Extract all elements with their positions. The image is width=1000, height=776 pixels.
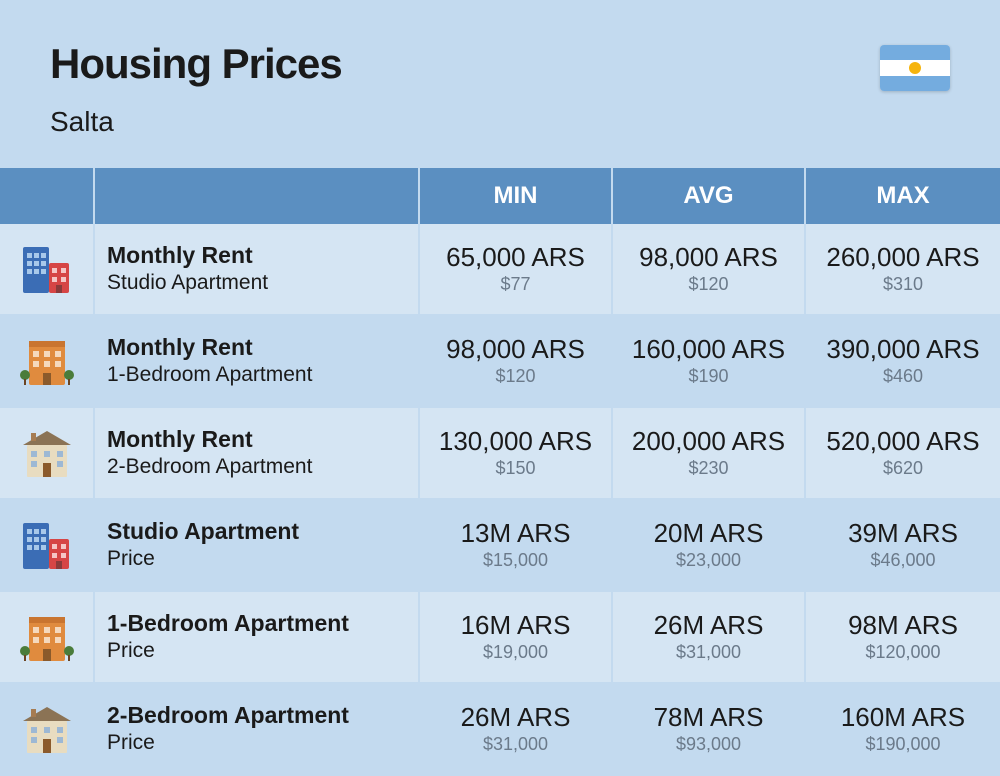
value-main: 98M ARS xyxy=(848,610,958,641)
header-min: MIN xyxy=(420,168,613,224)
cell-avg: 20M ARS$23,000 xyxy=(613,500,806,590)
house-beige-icon xyxy=(0,408,95,498)
value-main: 39M ARS xyxy=(848,518,958,549)
value-sub: $15,000 xyxy=(483,549,548,572)
value-main: 520,000 ARS xyxy=(826,426,979,457)
building-orange-icon xyxy=(0,316,95,406)
row-label: 2-Bedroom ApartmentPrice xyxy=(95,684,420,774)
value-main: 260,000 ARS xyxy=(826,242,979,273)
location-name: Salta xyxy=(50,106,950,138)
row-title: Studio Apartment xyxy=(107,518,418,546)
row-subtitle: Studio Apartment xyxy=(107,269,418,296)
value-main: 160,000 ARS xyxy=(632,334,785,365)
cell-min: 98,000 ARS$120 xyxy=(420,316,613,406)
value-sub: $120,000 xyxy=(865,641,940,664)
cell-max: 260,000 ARS$310 xyxy=(806,224,1000,314)
row-subtitle: Price xyxy=(107,545,418,572)
cell-max: 520,000 ARS$620 xyxy=(806,408,1000,498)
value-main: 65,000 ARS xyxy=(446,242,585,273)
table-row: Studio ApartmentPrice13M ARS$15,00020M A… xyxy=(0,500,1000,592)
house-beige-icon xyxy=(0,684,95,774)
table-row: Monthly Rent2-Bedroom Apartment130,000 A… xyxy=(0,408,1000,500)
row-subtitle: 1-Bedroom Apartment xyxy=(107,361,418,388)
value-sub: $23,000 xyxy=(676,549,741,572)
value-sub: $120 xyxy=(688,273,728,296)
cell-min: 26M ARS$31,000 xyxy=(420,684,613,774)
value-sub: $31,000 xyxy=(676,641,741,664)
value-sub: $150 xyxy=(495,457,535,480)
table-body: Monthly RentStudio Apartment65,000 ARS$7… xyxy=(0,224,1000,776)
row-title: 2-Bedroom Apartment xyxy=(107,702,418,730)
building-orange-icon xyxy=(0,592,95,682)
value-sub: $46,000 xyxy=(870,549,935,572)
value-main: 26M ARS xyxy=(461,702,571,733)
row-title: Monthly Rent xyxy=(107,426,418,454)
row-label: Studio ApartmentPrice xyxy=(95,500,420,590)
value-sub: $190 xyxy=(688,365,728,388)
value-main: 390,000 ARS xyxy=(826,334,979,365)
row-subtitle: Price xyxy=(107,637,418,664)
cell-avg: 26M ARS$31,000 xyxy=(613,592,806,682)
row-title: Monthly Rent xyxy=(107,242,418,270)
value-sub: $460 xyxy=(883,365,923,388)
row-label: Monthly Rent2-Bedroom Apartment xyxy=(95,408,420,498)
value-sub: $620 xyxy=(883,457,923,480)
buildings-tall-icon xyxy=(0,500,95,590)
row-label: Monthly RentStudio Apartment xyxy=(95,224,420,314)
value-main: 26M ARS xyxy=(654,610,764,641)
value-main: 160M ARS xyxy=(841,702,965,733)
cell-avg: 78M ARS$93,000 xyxy=(613,684,806,774)
cell-min: 16M ARS$19,000 xyxy=(420,592,613,682)
row-title: Monthly Rent xyxy=(107,334,418,362)
page-title: Housing Prices xyxy=(50,40,950,88)
value-main: 200,000 ARS xyxy=(632,426,785,457)
value-main: 98,000 ARS xyxy=(639,242,778,273)
header-icon-col xyxy=(0,168,95,224)
header-avg: AVG xyxy=(613,168,806,224)
header: Housing Prices Salta xyxy=(0,0,1000,168)
value-sub: $93,000 xyxy=(676,733,741,756)
value-sub: $190,000 xyxy=(865,733,940,756)
cell-max: 390,000 ARS$460 xyxy=(806,316,1000,406)
row-subtitle: 2-Bedroom Apartment xyxy=(107,453,418,480)
value-main: 20M ARS xyxy=(654,518,764,549)
cell-avg: 98,000 ARS$120 xyxy=(613,224,806,314)
cell-max: 160M ARS$190,000 xyxy=(806,684,1000,774)
value-sub: $230 xyxy=(688,457,728,480)
cell-min: 13M ARS$15,000 xyxy=(420,500,613,590)
row-title: 1-Bedroom Apartment xyxy=(107,610,418,638)
header-max: MAX xyxy=(806,168,1000,224)
table-row: Monthly RentStudio Apartment65,000 ARS$7… xyxy=(0,224,1000,316)
row-subtitle: Price xyxy=(107,729,418,756)
value-sub: $31,000 xyxy=(483,733,548,756)
value-sub: $310 xyxy=(883,273,923,296)
table-row: 1-Bedroom ApartmentPrice16M ARS$19,00026… xyxy=(0,592,1000,684)
value-main: 98,000 ARS xyxy=(446,334,585,365)
header-label-col xyxy=(95,168,420,224)
value-main: 16M ARS xyxy=(461,610,571,641)
table-row: Monthly Rent1-Bedroom Apartment98,000 AR… xyxy=(0,316,1000,408)
value-main: 13M ARS xyxy=(461,518,571,549)
row-label: 1-Bedroom ApartmentPrice xyxy=(95,592,420,682)
cell-max: 98M ARS$120,000 xyxy=(806,592,1000,682)
cell-avg: 200,000 ARS$230 xyxy=(613,408,806,498)
buildings-tall-icon xyxy=(0,224,95,314)
cell-min: 130,000 ARS$150 xyxy=(420,408,613,498)
value-main: 130,000 ARS xyxy=(439,426,592,457)
table-row: 2-Bedroom ApartmentPrice26M ARS$31,00078… xyxy=(0,684,1000,776)
table-header: MIN AVG MAX xyxy=(0,168,1000,224)
argentina-flag-icon xyxy=(880,45,950,91)
cell-avg: 160,000 ARS$190 xyxy=(613,316,806,406)
value-main: 78M ARS xyxy=(654,702,764,733)
value-sub: $19,000 xyxy=(483,641,548,664)
value-sub: $77 xyxy=(500,273,530,296)
value-sub: $120 xyxy=(495,365,535,388)
housing-table: MIN AVG MAX Monthly RentStudio Apartment… xyxy=(0,168,1000,776)
cell-max: 39M ARS$46,000 xyxy=(806,500,1000,590)
cell-min: 65,000 ARS$77 xyxy=(420,224,613,314)
row-label: Monthly Rent1-Bedroom Apartment xyxy=(95,316,420,406)
